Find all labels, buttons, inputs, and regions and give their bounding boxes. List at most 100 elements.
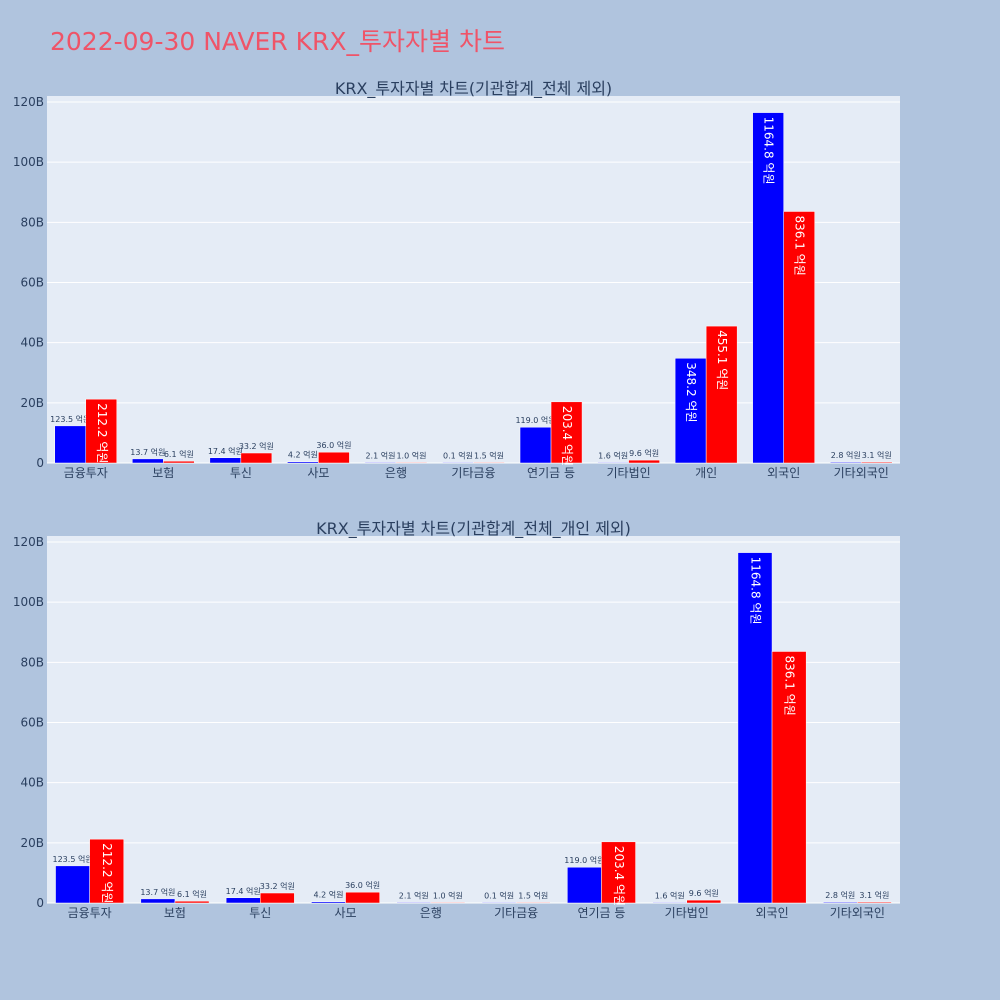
buy-bar bbox=[260, 892, 295, 904]
x-tick-label: 기타법인 bbox=[607, 466, 651, 480]
y-tick-label: 40B bbox=[20, 336, 44, 350]
y-tick-label: 0 bbox=[36, 456, 44, 470]
x-tick-label: 투신 bbox=[230, 466, 252, 480]
data-label: 0.1 억원 bbox=[484, 890, 514, 900]
data-label: 36.0 억원 bbox=[345, 880, 380, 890]
chart-title: KRX_투자자별 차트(기관합계_전체 제외) bbox=[335, 79, 612, 99]
x-tick-label: 연기금 등 bbox=[527, 466, 575, 480]
data-label: 3.1 억원 bbox=[862, 450, 892, 460]
data-label: 203.4 억원 bbox=[560, 406, 574, 466]
x-tick-label: 기타금융 bbox=[494, 906, 538, 920]
data-label: 2.1 억원 bbox=[365, 450, 395, 460]
data-label: 203.4 억원 bbox=[612, 846, 626, 906]
data-label: 3.1 억원 bbox=[859, 890, 889, 900]
sell-bar bbox=[829, 461, 862, 464]
sell-bar bbox=[364, 462, 397, 464]
data-label: 1.5 억원 bbox=[474, 450, 504, 460]
data-label: 17.4 억원 bbox=[208, 446, 243, 456]
buy-bar bbox=[550, 401, 583, 464]
data-label: 4.2 억원 bbox=[313, 890, 343, 900]
y-tick-label: 120B bbox=[13, 535, 44, 549]
sell-bar bbox=[55, 865, 90, 904]
y-tick-label: 100B bbox=[13, 595, 44, 609]
sell-bar bbox=[519, 426, 552, 464]
buy-bar bbox=[686, 899, 722, 904]
data-label: 2.8 억원 bbox=[831, 450, 861, 460]
buy-bar bbox=[174, 900, 210, 904]
x-tick-label: 금융투자 bbox=[64, 466, 108, 480]
buy-bar bbox=[318, 451, 350, 464]
y-tick-label: 100B bbox=[13, 155, 44, 169]
data-label: 17.4 억원 bbox=[226, 886, 261, 896]
data-label: 836.1 억원 bbox=[783, 655, 797, 715]
y-tick-label: 60B bbox=[20, 716, 44, 730]
y-tick-label: 40B bbox=[20, 776, 44, 790]
y-tick-label: 120B bbox=[13, 95, 44, 109]
buy-bar bbox=[601, 841, 636, 904]
sell-bar bbox=[442, 462, 474, 464]
data-label: 2.1 억원 bbox=[399, 890, 429, 900]
chart-title: KRX_투자자별 차트(기관합계_전체_개인 제외) bbox=[316, 519, 631, 539]
sell-bar bbox=[396, 902, 432, 904]
data-label: 212.2 억원 bbox=[95, 403, 109, 463]
buy-bar bbox=[473, 462, 505, 464]
x-tick-label: 연기금 등 bbox=[577, 906, 625, 920]
data-label: 33.2 억원 bbox=[239, 441, 274, 451]
x-tick-label: 금융투자 bbox=[68, 906, 112, 920]
buy-bar bbox=[89, 838, 125, 904]
sell-bar bbox=[287, 461, 319, 464]
sell-bar bbox=[140, 898, 176, 904]
sell-bar bbox=[225, 897, 261, 904]
sell-bar bbox=[209, 457, 242, 464]
sell-bar bbox=[674, 358, 707, 464]
y-tick-label: 80B bbox=[20, 215, 44, 229]
data-label: 1164.8 억원 bbox=[748, 557, 762, 625]
data-label: 13.7 억원 bbox=[140, 887, 175, 897]
x-tick-label: 보험 bbox=[164, 906, 186, 920]
buy-bar bbox=[857, 901, 892, 904]
data-label: 119.0 억원 bbox=[564, 855, 604, 865]
buy-bar bbox=[163, 460, 195, 464]
x-tick-label: 외국인 bbox=[767, 466, 800, 480]
y-tick-label: 20B bbox=[20, 836, 44, 850]
data-label: 6.1 억원 bbox=[177, 889, 207, 899]
x-tick-label: 사모 bbox=[335, 906, 357, 920]
data-label: 1.6 억원 bbox=[655, 890, 685, 900]
buy-bar bbox=[771, 651, 807, 904]
sell-bar bbox=[652, 902, 688, 904]
sell-bar bbox=[481, 902, 517, 904]
data-label: 1.0 억원 bbox=[396, 450, 426, 460]
sell-bar bbox=[597, 462, 629, 464]
x-tick-label: 은행 bbox=[420, 905, 442, 920]
buy-bar bbox=[240, 452, 273, 464]
data-label: 119.0 억원 bbox=[515, 415, 555, 425]
x-tick-label: 은행 bbox=[385, 465, 407, 480]
buy-bar bbox=[860, 461, 893, 464]
y-tick-label: 20B bbox=[20, 396, 44, 410]
data-label: 0.1 억원 bbox=[443, 450, 473, 460]
data-label: 123.5 억원 bbox=[50, 414, 90, 424]
x-tick-label: 기타금융 bbox=[451, 466, 495, 480]
data-label: 455.1 억원 bbox=[715, 330, 729, 390]
data-label: 4.2 억원 bbox=[288, 450, 318, 460]
data-label: 9.6 억원 bbox=[629, 448, 659, 458]
data-label: 1164.8 억원 bbox=[762, 117, 776, 185]
x-tick-label: 외국인 bbox=[755, 906, 788, 920]
buy-bar bbox=[628, 459, 660, 464]
data-label: 33.2 억원 bbox=[260, 881, 295, 891]
data-label: 13.7 억원 bbox=[130, 447, 165, 457]
data-label: 9.6 억원 bbox=[689, 888, 719, 898]
buy-bar bbox=[85, 398, 118, 464]
sell-bar bbox=[132, 458, 164, 464]
sell-bar bbox=[567, 866, 602, 904]
data-label: 1.0 억원 bbox=[433, 890, 463, 900]
y-tick-label: 60B bbox=[20, 276, 44, 290]
x-tick-label: 기타외국인 bbox=[834, 466, 889, 480]
data-label: 836.1 억원 bbox=[793, 215, 807, 275]
x-tick-label: 투신 bbox=[249, 906, 271, 920]
data-label: 1.5 억원 bbox=[518, 890, 548, 900]
buy-bar bbox=[705, 325, 738, 464]
y-tick-label: 0 bbox=[36, 896, 44, 910]
sell-bar bbox=[54, 425, 87, 464]
buy-bar bbox=[345, 891, 380, 904]
